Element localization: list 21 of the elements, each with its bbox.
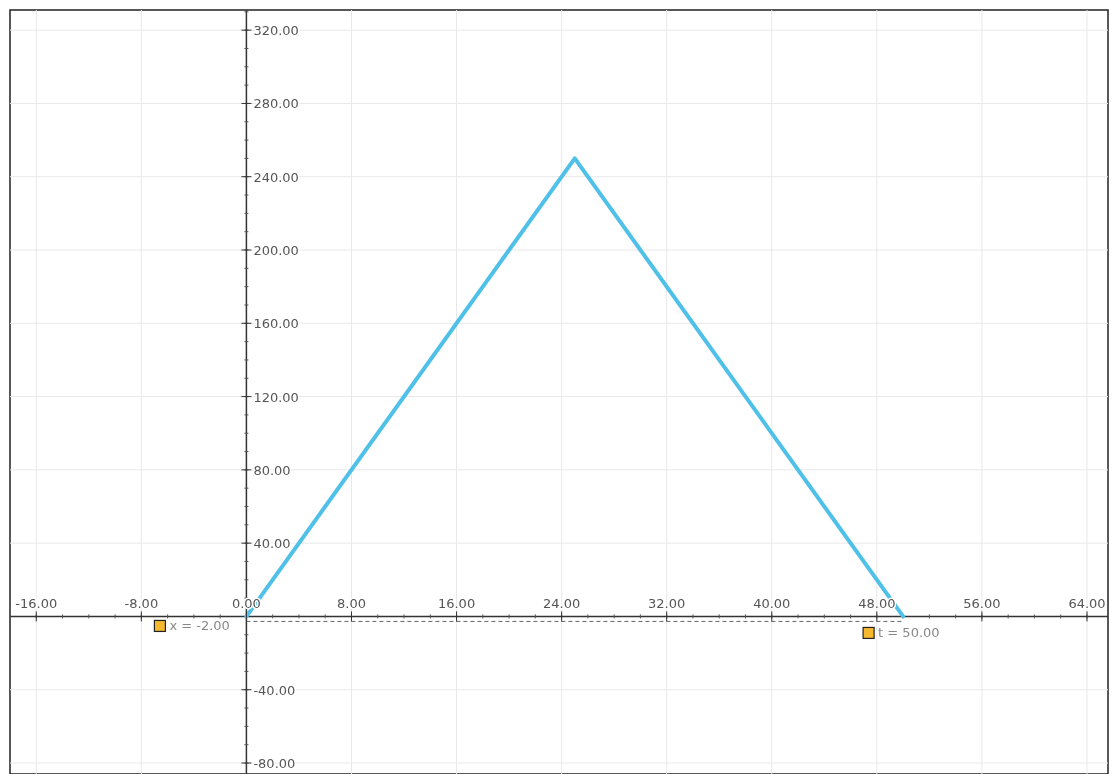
x-tick-label: 24.00	[543, 596, 581, 612]
y-tick-label: 40.00	[253, 536, 291, 552]
x-tick-label: 16.00	[437, 596, 476, 612]
y-tick-label: 240.00	[253, 169, 299, 185]
y-tick-label: 120.00	[253, 389, 299, 405]
x-tick-label: -8.00	[124, 596, 159, 612]
x-tick-label: -16.00	[15, 596, 58, 612]
annotation: t = 50.00	[878, 625, 940, 641]
y-tick-label: 280.00	[253, 96, 299, 112]
x-tick-label: 32.00	[648, 596, 686, 612]
y-tick-label: 320.00	[253, 23, 299, 39]
x-tick-label: 8.00	[337, 596, 366, 612]
y-tick-label: 160.00	[253, 316, 299, 332]
x-tick-label: 56.00	[963, 596, 1001, 612]
y-tick-label: -40.00	[253, 682, 296, 698]
y-tick-label: -80.00	[253, 756, 296, 772]
x-tick-label: 64.00	[1068, 596, 1106, 612]
annotation: x = -2.00	[169, 618, 230, 634]
y-tick-label: 200.00	[253, 243, 299, 259]
y-tick-label: 80.00	[253, 462, 291, 478]
x-tick-label: 40.00	[753, 596, 791, 612]
